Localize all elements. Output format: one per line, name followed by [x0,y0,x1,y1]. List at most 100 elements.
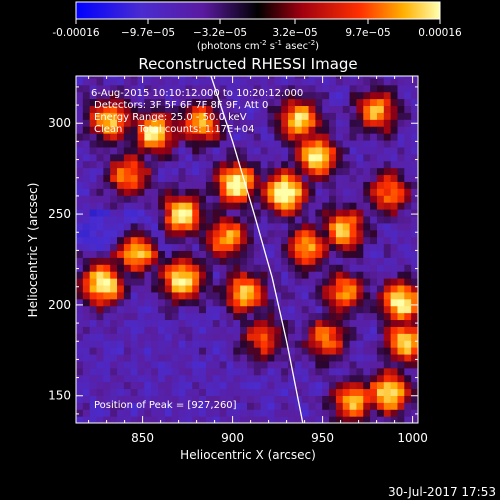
heatmap-cell [294,326,303,334]
heatmap-cell [205,112,214,120]
heatmap-cell [418,85,425,93]
heatmap-cell [103,146,111,155]
heatmap-cell [301,340,310,348]
heatmap-cell [205,229,214,238]
heatmap-cell [411,167,418,176]
heatmap-cell [144,291,152,300]
heatmap-cell [260,271,269,279]
heatmap-cell [267,222,275,231]
heatmap-cell [219,305,228,314]
heatmap-cell [96,312,104,321]
heatmap-cell [356,160,364,169]
heatmap-cell [185,133,193,141]
heatmap-cell [89,340,98,348]
heatmap-cell [137,291,145,300]
heatmap-cell [329,105,337,113]
heatmap-cell [76,174,84,182]
heatmap-cell [315,160,323,169]
heatmap-cell [219,119,228,127]
heatmap-cell [171,167,180,176]
heatmap-cell [315,278,323,286]
heatmap-cell [294,112,303,120]
heatmap-cell [103,388,111,396]
heatmap-cell [288,278,296,286]
heatmap-cell [205,388,214,396]
heatmap-cell [383,119,392,127]
heatmap-cell [253,146,262,155]
heatmap-cell [76,167,84,176]
heatmap-cell [96,139,104,148]
heatmap-cell [240,126,248,134]
heatmap-cell [178,91,187,100]
heatmap-cell [240,360,248,369]
heatmap-cell [212,291,221,300]
heatmap-cell [294,388,303,396]
heatmap-cell [82,222,91,231]
heatmap-cell [322,381,330,390]
heatmap-cell [205,222,214,231]
heatmap-cell [103,215,111,224]
heatmap-cell [117,91,125,100]
heatmap-cell [267,278,275,286]
heatmap-cell [158,298,166,307]
heatmap-cell [240,91,248,100]
heatmap-cell [404,347,412,355]
heatmap-cell [123,278,132,286]
heatmap-cell [199,257,207,265]
heatmap-cell [349,305,358,314]
heatmap-cell [199,188,207,196]
heatmap-cell [219,347,228,355]
heatmap-cell [89,360,98,369]
heatmap-cell [376,84,385,93]
heatmap-cell [117,105,125,113]
heatmap-cell [123,271,132,279]
heatmap-cell [411,250,418,258]
heatmap-cell [308,250,316,258]
heatmap-cell [219,257,228,265]
observation-info: 6-Aug-2015 10:10:12.000 to 10:20:12.000 … [91,88,303,135]
heatmap-cell [418,154,425,162]
heatmap-cell [76,91,84,100]
heatmap-cell [390,298,399,307]
heatmap-cell [376,319,385,327]
heatmap-cell [164,395,173,403]
heatmap-cell [110,84,118,93]
heatmap-cell [404,326,412,334]
heatmap-cell [185,243,193,251]
heatmap-cell [335,374,344,383]
heatmap-cell [294,257,303,265]
heatmap-cell [212,284,221,293]
heatmap-cell [411,98,418,107]
heatmap-cell [253,160,262,169]
heatmap-cell [294,416,303,423]
heatmap-cell [171,112,180,120]
heatmap-cell [315,264,323,272]
heatmap-cell [233,326,241,334]
heatmap-cell [288,77,296,86]
heatmap-cell [329,409,337,417]
heatmap-cell [219,105,228,113]
heatmap-cell [158,215,166,224]
heatmap-cell [226,236,234,245]
heatmap-cell [96,360,104,369]
heatmap-cell [226,119,234,127]
heatmap-cell [376,229,385,238]
heatmap-cell [294,402,303,410]
heatmap-cell [349,416,358,423]
heatmap-cell [376,326,385,334]
heatmap-cell [418,133,425,141]
heatmap-cell [123,139,132,148]
heatmap-cell [370,208,378,217]
heatmap-cell [110,305,118,314]
heatmap-cell [82,91,91,100]
heatmap-cell [89,402,98,410]
heatmap-cell [144,215,152,224]
heatmap-cell [226,305,234,314]
heatmap-cell [349,84,358,93]
heatmap-cell [96,236,104,245]
heatmap-cell [247,388,255,396]
heatmap-cell [89,222,98,231]
heatmap-cell [349,284,358,293]
heatmap-cell [151,388,159,396]
heatmap-cell [383,257,392,265]
